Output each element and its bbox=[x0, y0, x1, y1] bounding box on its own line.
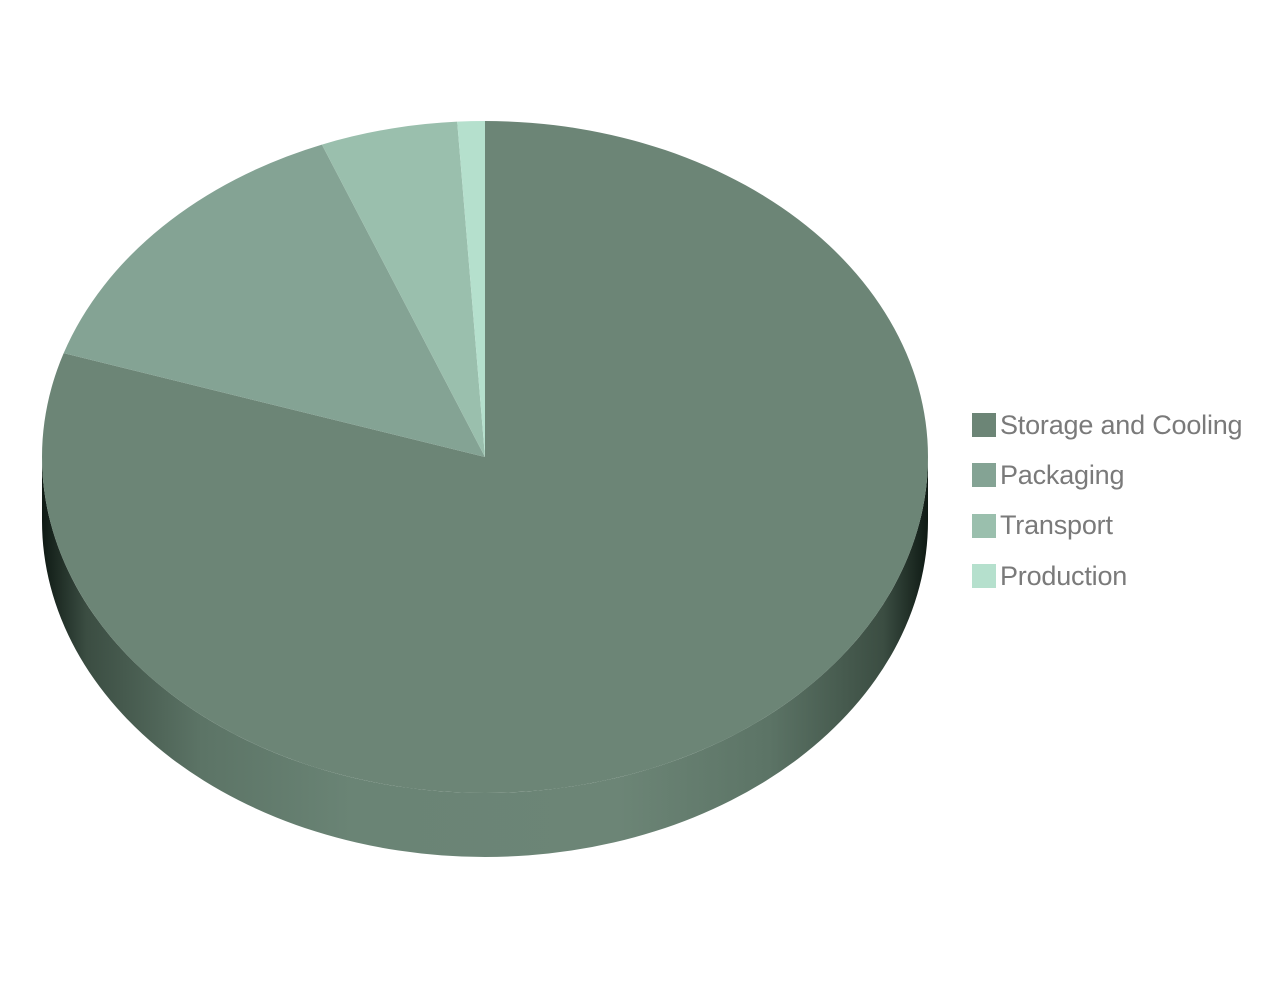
legend-item-production: Production bbox=[972, 551, 1267, 601]
pie-slice-packaging bbox=[63, 144, 485, 458]
pie-slice-transport bbox=[321, 121, 485, 457]
legend-item-storage-and-cooling: Storage and Cooling bbox=[972, 400, 1267, 450]
legend-swatch bbox=[972, 413, 996, 438]
pie-slice-production bbox=[457, 121, 485, 457]
legend: Storage and Cooling Packaging Transport … bbox=[972, 400, 1267, 601]
legend-swatch bbox=[972, 463, 996, 488]
legend-label: Production bbox=[1000, 560, 1128, 591]
pie-side-wall bbox=[42, 457, 928, 857]
legend-item-transport: Transport bbox=[972, 501, 1267, 551]
legend-label: Transport bbox=[1000, 510, 1113, 541]
legend-label: Packaging bbox=[1000, 459, 1125, 490]
legend-swatch bbox=[972, 564, 996, 589]
pie-slices bbox=[42, 121, 928, 793]
legend-label: Storage and Cooling bbox=[1000, 409, 1243, 440]
legend-item-packaging: Packaging bbox=[972, 450, 1267, 500]
legend-swatch bbox=[972, 513, 996, 538]
